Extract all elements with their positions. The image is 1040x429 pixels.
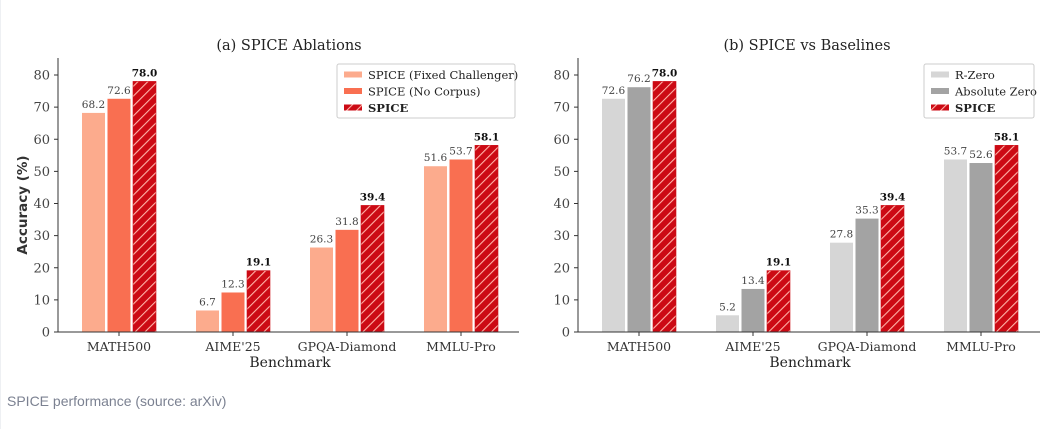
bar-value-label: 39.4 [360, 191, 386, 203]
bar-value-label: 78.0 [132, 67, 158, 79]
bar-absolute-zero [628, 87, 651, 332]
bar-spice [133, 81, 156, 332]
x-axis-label: Benchmark [769, 355, 851, 371]
bar-value-label: 72.6 [107, 85, 131, 97]
legend-label: SPICE (No Corpus) [368, 85, 481, 99]
bar-spice-fixed-challenger- [424, 166, 447, 332]
bar-spice [247, 271, 270, 332]
bar-spice-fixed-challenger- [196, 310, 219, 332]
x-tick-label: AIME'25 [724, 339, 780, 354]
bar-value-label: 26.3 [310, 234, 333, 246]
legend-label: SPICE (Fixed Challenger) [368, 68, 518, 82]
y-tick-label: 30 [33, 229, 50, 244]
y-tick-label: 10 [33, 293, 50, 308]
y-tick-label: 20 [553, 261, 570, 276]
y-axis-label: Accuracy (%) [15, 155, 31, 254]
legend-label: R-Zero [955, 68, 995, 82]
bar-value-label: 68.2 [82, 99, 105, 111]
bar-value-label: 72.6 [602, 85, 626, 97]
bar-value-label: 58.1 [474, 131, 500, 143]
bar-spice [881, 205, 904, 332]
y-tick-label: 10 [553, 293, 570, 308]
legend-swatch [931, 72, 949, 78]
x-tick-label: MMLU-Pro [946, 339, 1016, 354]
bar-value-label: 52.6 [969, 149, 993, 161]
legend-swatch [344, 88, 362, 94]
bar-spice-no-corpus- [450, 159, 473, 332]
y-tick-label: 50 [33, 165, 50, 180]
bar-spice-no-corpus- [222, 292, 245, 332]
legend-swatch [344, 72, 362, 78]
bar-value-label: 27.8 [830, 229, 853, 241]
bar-value-label: 6.7 [199, 296, 216, 308]
x-tick-label: MATH500 [607, 339, 671, 354]
y-tick-label: 0 [562, 326, 570, 341]
bar-value-label: 19.1 [246, 257, 272, 269]
legend: SPICE (Fixed Challenger) SPICE (No Corpus… [337, 64, 518, 118]
legend: R-Zero Absolute Zero SPICE [924, 64, 1037, 118]
x-axis-label: Benchmark [249, 355, 331, 371]
bar-value-label: 78.0 [652, 67, 678, 79]
y-tick-label: 80 [33, 69, 50, 84]
x-tick-label: GPQA-Diamond [298, 339, 397, 354]
bar-r-zero [830, 243, 853, 332]
bar-value-label: 31.8 [335, 216, 358, 228]
bar-spice [475, 145, 498, 332]
bar-r-zero [944, 159, 967, 332]
y-tick-label: 70 [553, 101, 570, 116]
x-tick-label: MMLU-Pro [426, 339, 496, 354]
bar-value-label: 39.4 [880, 191, 906, 203]
legend-swatch [344, 105, 362, 111]
bar-absolute-zero [970, 163, 993, 332]
bar-spice [995, 145, 1018, 332]
x-tick-label: MATH500 [87, 339, 151, 354]
bar-r-zero [602, 99, 625, 332]
y-tick-label: 40 [553, 197, 570, 212]
bar-spice-no-corpus- [336, 230, 359, 332]
bar-value-label: 5.2 [719, 301, 736, 313]
bar-value-label: 53.7 [449, 145, 472, 157]
figure-caption: SPICE performance (source: arXiv) [7, 393, 226, 409]
bar-r-zero [716, 315, 739, 332]
bar-value-label: 53.7 [944, 145, 967, 157]
y-tick-label: 40 [33, 197, 50, 212]
y-tick-label: 70 [33, 101, 50, 116]
y-tick-label: 60 [553, 133, 570, 148]
y-tick-label: 0 [42, 326, 50, 341]
bar-spice [361, 205, 384, 332]
y-tick-label: 80 [553, 69, 570, 84]
legend-label: Absolute Zero [954, 85, 1037, 99]
bar-value-label: 19.1 [766, 257, 792, 269]
y-tick-label: 20 [33, 261, 50, 276]
y-tick-label: 30 [553, 229, 570, 244]
x-tick-label: AIME'25 [204, 339, 260, 354]
bar-value-label: 35.3 [855, 205, 878, 217]
legend-label: SPICE [368, 101, 408, 115]
panel-baselines: (b) SPICE vs Baselines 0 10 20 30 40 50 60 70 80 7… [553, 38, 1040, 371]
bar-spice [653, 81, 676, 332]
bar-spice-fixed-challenger- [310, 248, 333, 332]
y-tick-label: 60 [33, 133, 50, 148]
bar-spice [767, 271, 790, 332]
chart-title: (b) SPICE vs Baselines [723, 38, 890, 54]
bar-value-label: 51.6 [424, 152, 448, 164]
bar-spice-fixed-challenger- [82, 113, 105, 332]
bar-absolute-zero [742, 289, 765, 332]
panel-ablations: (a) SPICE Ablations 0 10 20 30 40 50 60 70 80 Accu… [15, 38, 519, 371]
legend-swatch [931, 105, 949, 111]
chart-title: (a) SPICE Ablations [216, 38, 361, 54]
bar-value-label: 13.4 [741, 275, 765, 287]
bar-value-label: 58.1 [994, 131, 1020, 143]
bar-spice-no-corpus- [108, 99, 131, 332]
x-tick-label: GPQA-Diamond [818, 339, 917, 354]
legend-swatch [931, 88, 949, 94]
bar-value-label: 12.3 [221, 278, 244, 290]
bar-value-label: 76.2 [627, 73, 650, 85]
bar-absolute-zero [856, 219, 879, 332]
y-tick-label: 50 [553, 165, 570, 180]
legend-label: SPICE [955, 101, 995, 115]
